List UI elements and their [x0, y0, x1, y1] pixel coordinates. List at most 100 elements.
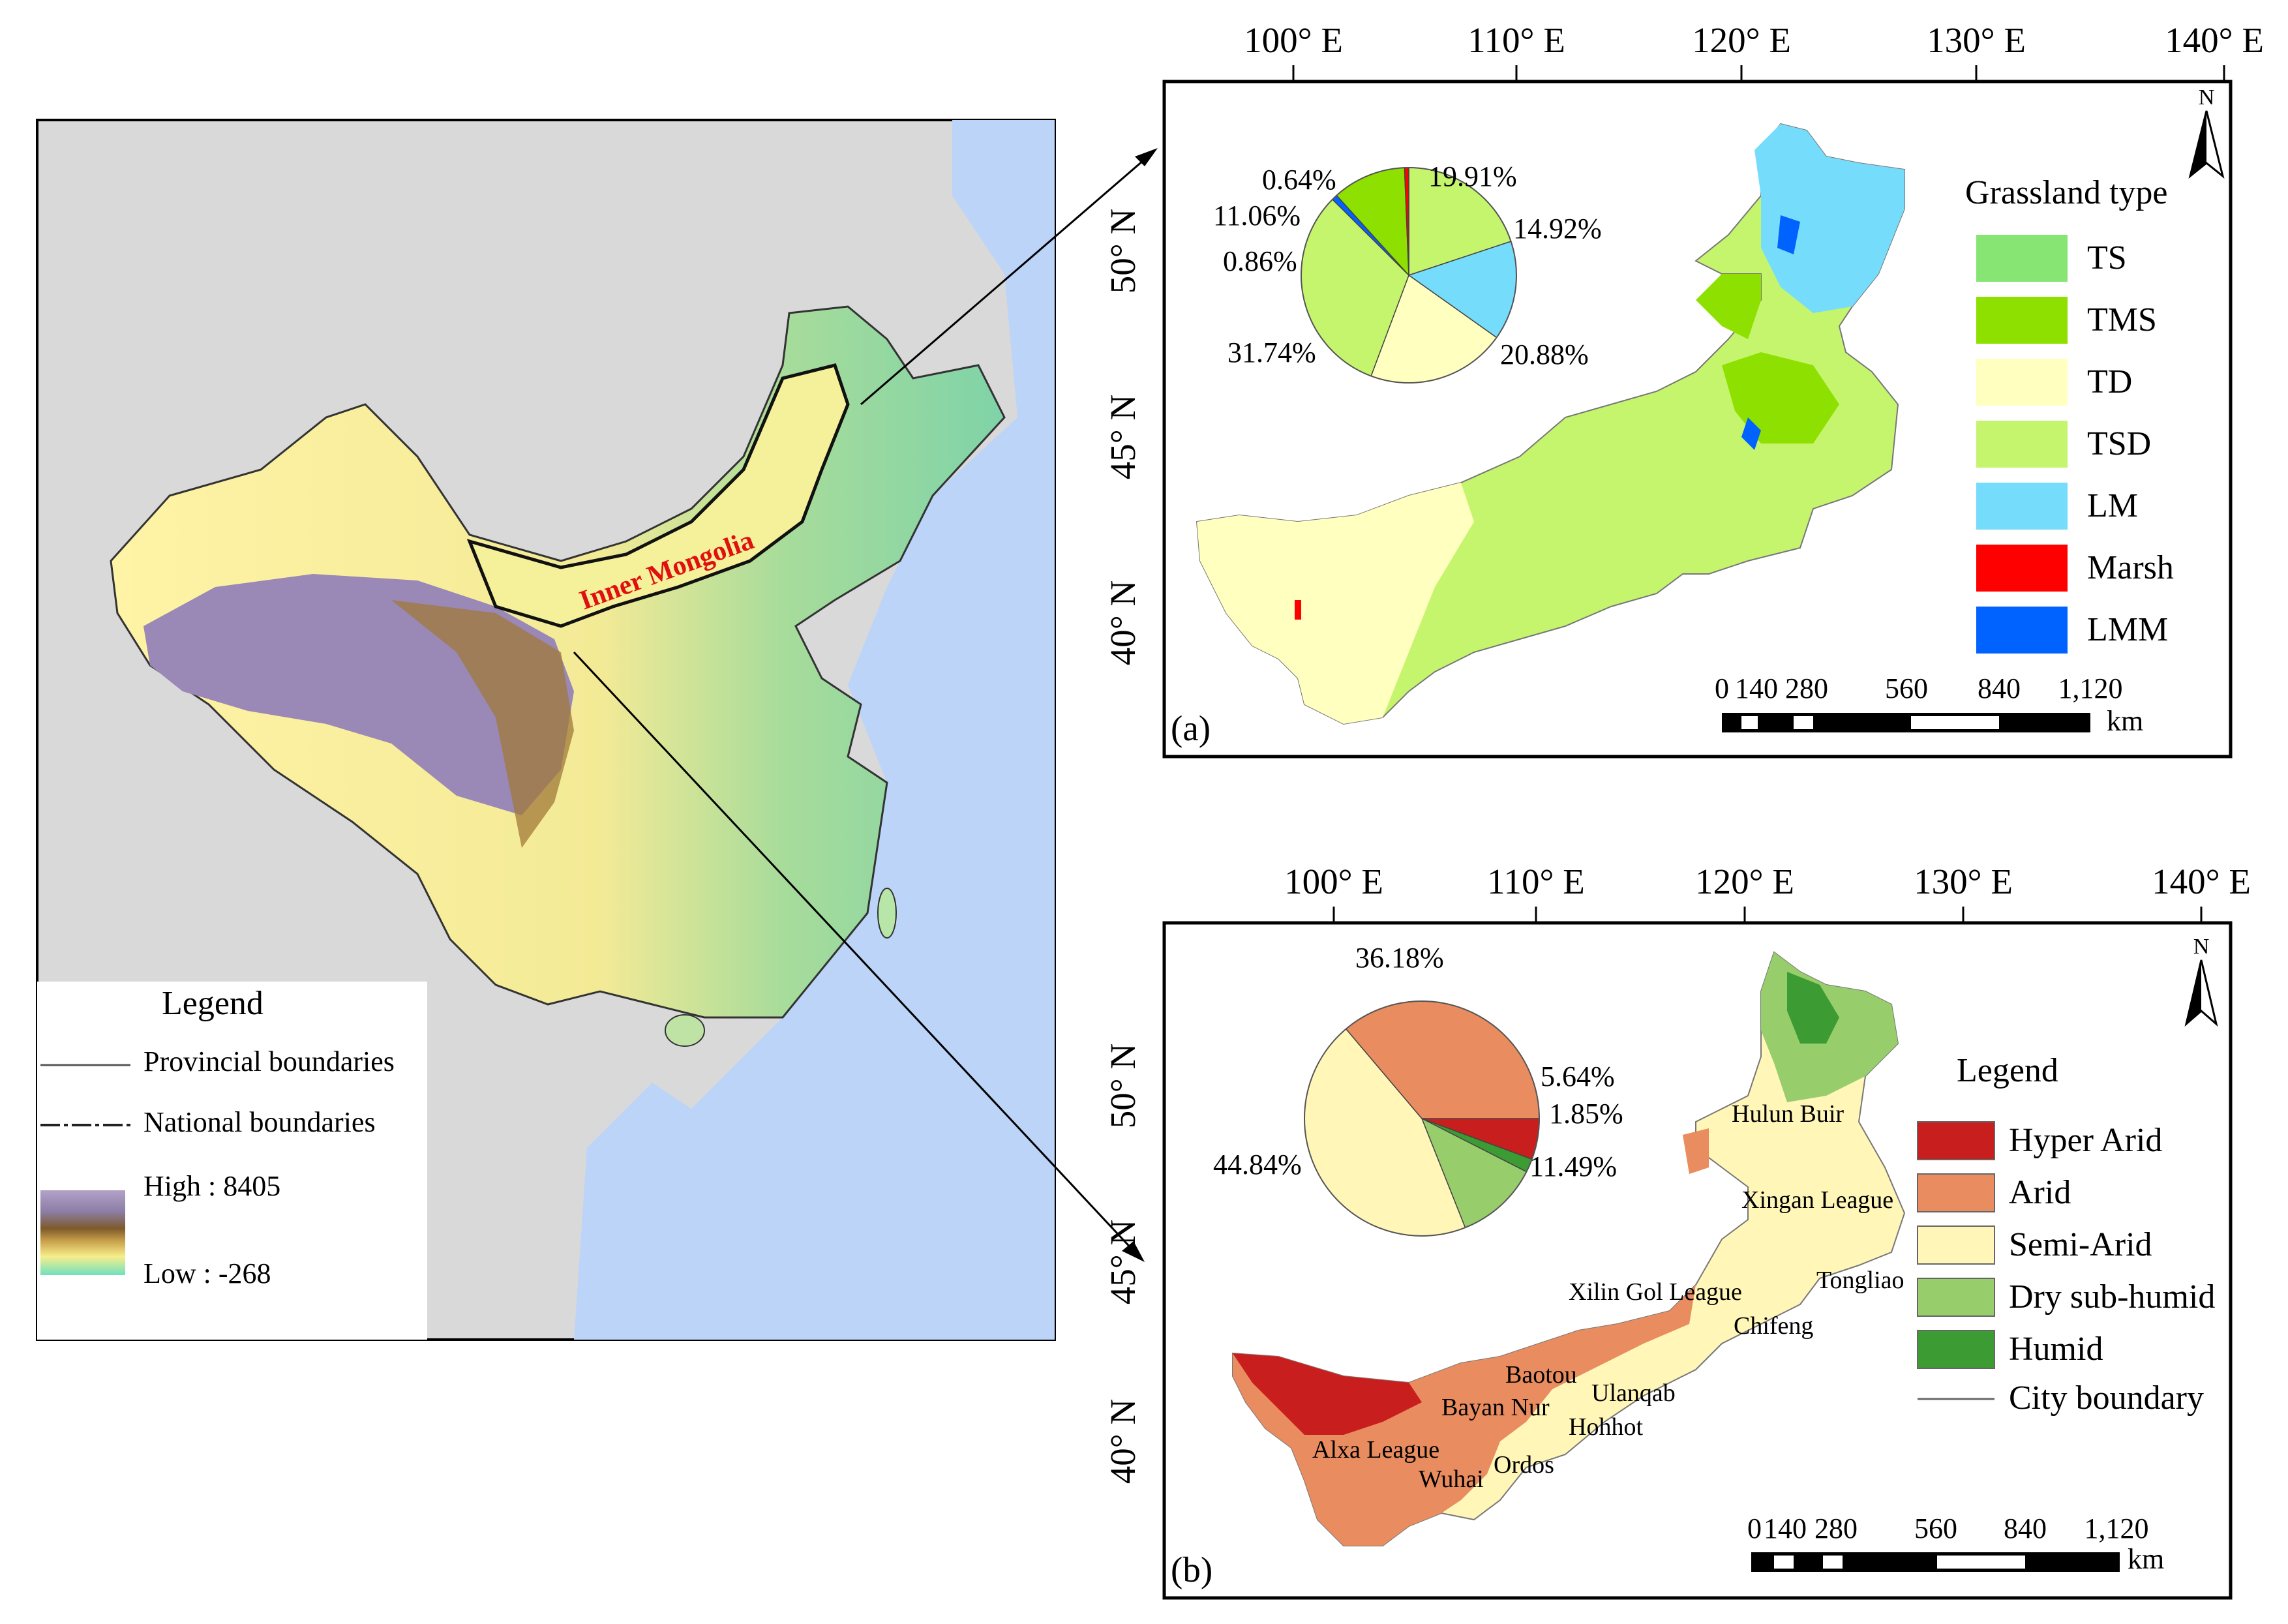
legend-swatch-lm — [1976, 483, 2068, 530]
scale-bar-segment — [1911, 716, 1999, 729]
city-label-alxa-league: Alxa League — [1312, 1436, 1439, 1464]
panel-a-x-tick-label: 110° E — [1468, 20, 1565, 60]
panel-b-x-ticks: 100° E 110° E 120° E 130° E 140° E — [1284, 862, 2251, 923]
panel-b-scale-bar: 0 140 280 560 840 1,120 km — [1747, 1512, 2164, 1575]
panel-b-legend-title: Legend — [1957, 1052, 2058, 1089]
pie-data-label: 14.92% — [1513, 213, 1602, 245]
panel-a: 100° E 110° E 120° E 130° E 140° E 50° N… — [1103, 20, 2264, 759]
legend-label-lmm: LMM — [2087, 611, 2168, 648]
panel-b-arid-patch — [1683, 1128, 1709, 1174]
panel-a-x-tick-label: 130° E — [1927, 20, 2026, 60]
legend-swatch-semi-arid — [1917, 1226, 1995, 1265]
overview-legend-box — [37, 982, 427, 1340]
scale-tick-label: 140 — [1764, 1512, 1807, 1544]
north-arrow-icon-fill — [2186, 960, 2201, 1024]
legend-label-ts: TS — [2087, 239, 2127, 277]
pie-outline — [1301, 167, 1517, 383]
pie-data-label: 44.84% — [1213, 1149, 1302, 1180]
city-label-ordos: Ordos — [1494, 1451, 1554, 1479]
legend-swatch-humid — [1917, 1330, 1995, 1369]
legend-label-tms: TMS — [2087, 301, 2157, 338]
city-label-wuhai: Wuhai — [1419, 1466, 1484, 1493]
panel-a-desert-steppe — [1197, 483, 1474, 724]
panel-b: 100° E 110° E 120° E 130° E 140° E 50° N… — [1103, 862, 2251, 1600]
arrow-to-panel-a — [860, 155, 1149, 406]
panel-a-y-tick-label: 50° N — [1103, 209, 1143, 293]
city-label-bayan-nur: Bayan Nur — [1441, 1394, 1550, 1421]
panel-b-y-tick-label: 50° N — [1103, 1044, 1143, 1128]
scale-unit-label: km — [2107, 705, 2143, 737]
legend-swatch-arid — [1917, 1173, 1995, 1212]
scale-bar-segment — [1774, 1556, 1794, 1569]
panel-b-x-tick-label: 120° E — [1695, 862, 1794, 901]
overview-legend: Legend Provincial boundaries National bo… — [37, 982, 427, 1340]
legend-swatch-td — [1976, 359, 2068, 406]
legend-label-city-boundary: City boundary — [2009, 1379, 2204, 1417]
overview-legend-title: Legend — [162, 985, 263, 1022]
panel-b-humid-region — [1787, 972, 1839, 1044]
scale-bar-segment — [1937, 1556, 2025, 1569]
legend-label-hyper-arid: Hyper Arid — [2009, 1122, 2162, 1159]
legend-swatch-lmm — [1976, 607, 2068, 654]
arrow-head-a — [1135, 148, 1158, 166]
panel-b-pie-chart: 5.64% 1.85% 11.49% 44.84% 36.18% — [1213, 942, 1623, 1237]
panel-b-y-tick-label: 40° N — [1103, 1399, 1143, 1484]
scale-bar-body — [1751, 1552, 2120, 1572]
panel-a-meadow-steppe — [1696, 274, 1761, 339]
legend-label-arid: Arid — [2009, 1174, 2071, 1211]
scale-bar-segment — [1794, 716, 1813, 729]
panel-b-map — [1232, 951, 1906, 1546]
panel-a-meadow — [1754, 124, 1904, 313]
panel-a-lmm-patch — [1741, 417, 1761, 450]
national-legend-label: National boundaries — [143, 1106, 376, 1138]
legend-swatch-hyper-arid — [1917, 1121, 1995, 1160]
panel-b-north-label: N — [2193, 935, 2210, 959]
provincial-legend-label: Provincial boundaries — [143, 1045, 395, 1077]
pie-data-label: 1.85% — [1549, 1098, 1623, 1130]
taiwan-island — [877, 888, 897, 939]
legend-label-dry-subhumid: Dry sub-humid — [2009, 1278, 2215, 1316]
elevation-low-label: Low : -268 — [143, 1257, 271, 1289]
arrow-head-b — [1122, 1241, 1145, 1262]
city-label-hulun-buir: Hulun Buir — [1732, 1100, 1844, 1128]
panel-a-legend: Grassland type TS TMS TD TSD LM Marsh LM… — [1965, 174, 2174, 654]
panel-b-hyper-arid-region — [1233, 1353, 1422, 1435]
arrow-to-panel-b — [573, 651, 1136, 1254]
panel-a-tag: (a) — [1171, 708, 1211, 748]
hainan-island — [665, 1014, 705, 1047]
pie-data-label: 0.64% — [1262, 164, 1336, 196]
scale-tick-label: 0 — [1747, 1512, 1762, 1544]
panel-b-tag: (b) — [1171, 1550, 1212, 1589]
city-label-xilin-gol-league: Xilin Gol League — [1569, 1278, 1742, 1306]
scale-tick-label: 280 — [1785, 672, 1828, 704]
legend-label-td: TD — [2087, 363, 2132, 400]
panel-a-north-arrow: N — [2188, 85, 2225, 179]
city-label-baotou: Baotou — [1505, 1361, 1577, 1389]
panel-a-x-tick-label: 140° E — [2165, 20, 2264, 60]
plateau-edge — [391, 600, 574, 848]
pie-outline — [1304, 1000, 1540, 1237]
panel-a-lmm-patch — [1777, 215, 1800, 254]
scale-tick-label: 840 — [1978, 672, 2021, 704]
legend-label-semi-arid: Semi-Arid — [2009, 1226, 2152, 1263]
scale-bar-segment — [1823, 1556, 1843, 1569]
scale-tick-label: 560 — [1885, 672, 1928, 704]
panel-a-y-ticks: 50° N 45° N 40° N — [1103, 209, 1143, 665]
panel-b-x-tick-label: 100° E — [1284, 862, 1383, 901]
panel-a-scale-bar: 0 140 280 560 840 1,120 km — [1715, 672, 2143, 737]
pie-data-label: 11.06% — [1213, 200, 1301, 232]
panel-a-y-tick-label: 45° N — [1103, 395, 1143, 479]
panel-b-arid-region — [1233, 1285, 1696, 1546]
panel-b-x-tick-label: 140° E — [2152, 862, 2251, 901]
panel-a-y-tick-label: 40° N — [1103, 580, 1143, 665]
overview-map: Inner Mongolia Legend Provincial boundar… — [36, 119, 1056, 1341]
panel-b-x-tick-label: 110° E — [1487, 862, 1585, 901]
legend-label-marsh: Marsh — [2087, 549, 2174, 586]
pie-data-label: 0.86% — [1223, 245, 1297, 277]
panel-b-legend: Legend Hyper Arid Arid Semi-Arid Dry sub… — [1917, 1052, 2215, 1417]
scale-bar-segment — [1741, 716, 1758, 729]
panel-b-y-tick-label: 45° N — [1103, 1220, 1143, 1304]
city-label-tongliao: Tongliao — [1816, 1267, 1904, 1294]
scale-tick-label: 1,120 — [2085, 1512, 2149, 1544]
